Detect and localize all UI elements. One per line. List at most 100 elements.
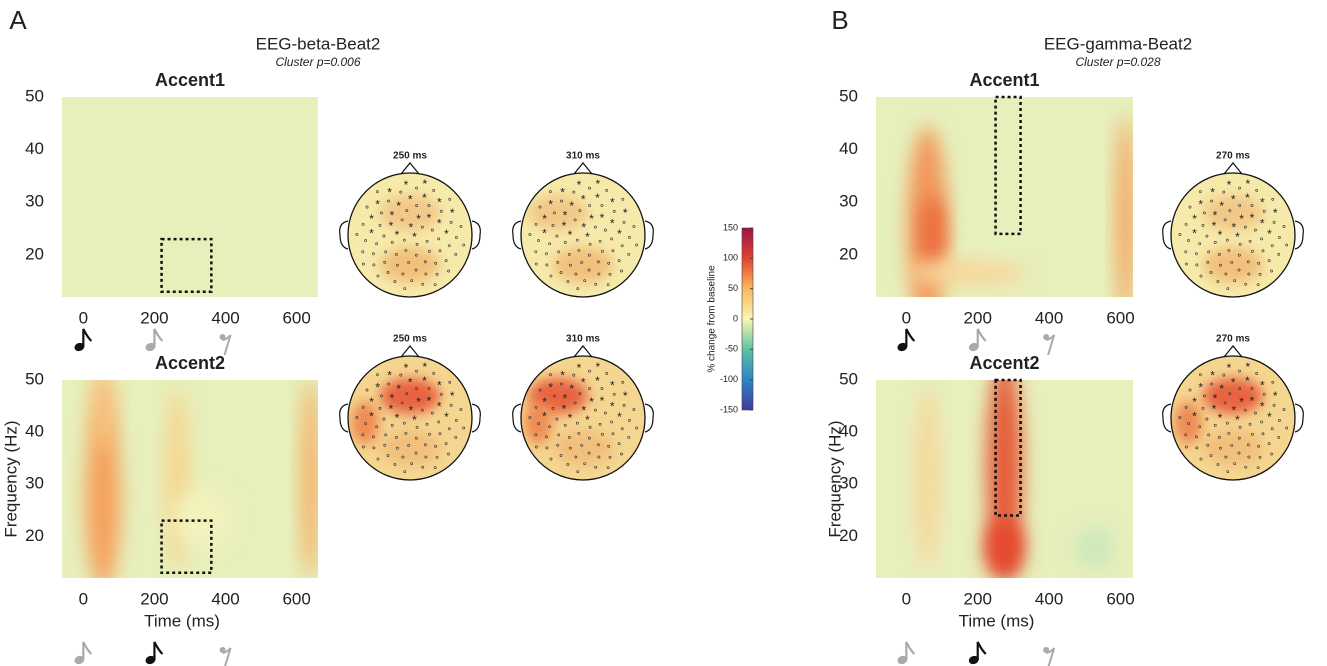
topo-electrode	[1262, 209, 1266, 213]
topo-electrode	[587, 436, 591, 440]
y-tick-label: 50	[25, 369, 44, 388]
topo-electrode	[364, 422, 367, 425]
topo-electrode	[1277, 253, 1281, 256]
topo-electrode	[1205, 234, 1209, 238]
heatmap-blob	[920, 196, 945, 266]
topo-electrode	[622, 403, 626, 407]
topo-electrode	[610, 420, 614, 424]
rest-stem	[222, 334, 232, 356]
x-tick-label: 0	[902, 308, 911, 327]
topo-electrode	[365, 388, 369, 392]
topo-star: *	[623, 206, 628, 220]
colorbar-tick-label: 0	[733, 313, 738, 323]
topo-electrode	[1257, 261, 1261, 265]
rest-dot	[219, 647, 226, 653]
topo-electrode	[534, 405, 538, 409]
topo-electrode	[1225, 238, 1229, 242]
topo-electrode	[566, 463, 570, 466]
topo-electrode	[432, 372, 436, 375]
topo-electrode	[1256, 283, 1260, 287]
topo-electrode	[603, 228, 607, 232]
topo-electrode	[1206, 443, 1210, 447]
topo-star: *	[1250, 211, 1255, 225]
topo-star: *	[542, 410, 547, 424]
topo-star: *	[1246, 177, 1251, 191]
topo-star: *	[585, 413, 590, 427]
x-tick-label: 0	[79, 308, 88, 327]
topo-electrode	[1199, 190, 1202, 194]
topo-electrode	[1230, 261, 1234, 264]
cluster-box	[160, 237, 213, 293]
topo-nose	[573, 162, 593, 175]
topo-electrode	[361, 222, 365, 226]
topo-star: *	[1260, 217, 1265, 231]
topo-electrode	[382, 417, 386, 421]
topo-star: *	[610, 196, 615, 210]
topo-star: *	[396, 382, 401, 396]
topo-electrode	[588, 369, 591, 373]
topo-electrode	[1222, 373, 1226, 377]
topo-electrode	[1267, 442, 1271, 446]
y-tick-label: 30	[839, 474, 858, 493]
topo-ear	[512, 220, 522, 250]
topo-map: ******************* *	[355, 177, 466, 290]
topo-star: *	[387, 185, 392, 199]
topo-electrode	[556, 260, 560, 264]
heatmap-blob	[905, 261, 1026, 285]
topo-outline	[520, 355, 646, 481]
topo-star: *	[623, 389, 628, 403]
topo-electrode	[635, 243, 639, 247]
x-tick-label: 200	[964, 589, 992, 608]
topo-electrode	[1178, 233, 1182, 236]
topo-star: *	[1235, 230, 1240, 244]
y-tick-label: 40	[839, 139, 858, 158]
topo-electrode	[538, 205, 542, 209]
topo-blob	[1203, 378, 1263, 414]
topo-electrode	[1238, 242, 1242, 246]
topo-electrode	[434, 444, 438, 448]
topo-electrode	[627, 253, 631, 256]
topo-electrode	[437, 237, 441, 241]
topo-nose	[1223, 345, 1243, 358]
colorbar-tick-label: -100	[720, 374, 738, 384]
topo-electrode	[1233, 462, 1237, 466]
topo-electrode	[635, 426, 639, 430]
topo-star: *	[422, 191, 427, 205]
topo-electrode	[1282, 225, 1286, 228]
topo-nose	[400, 345, 420, 358]
topo-electrode	[407, 261, 411, 264]
topo-electrode	[1209, 271, 1213, 274]
topo-electrode	[371, 252, 375, 256]
topo-time: 250 ms	[393, 151, 427, 162]
y-tick-label: 30	[839, 192, 858, 211]
topo-electrode	[1267, 259, 1271, 263]
topo-star: *	[444, 410, 449, 424]
topo-electrode	[430, 411, 434, 415]
topo-electrode	[386, 271, 390, 274]
x-tick-label: 0	[79, 589, 88, 608]
topo-electrode	[1184, 433, 1188, 437]
topo-electrode	[617, 442, 621, 446]
topo-electrode	[608, 455, 612, 459]
topo-electrode	[1198, 242, 1202, 246]
topo-electrode	[545, 446, 549, 450]
topo-star: *	[595, 191, 600, 205]
topo-electrode	[405, 392, 409, 396]
topo-blob	[1203, 247, 1263, 283]
topo-star: *	[1231, 192, 1236, 206]
topo-electrode	[1237, 436, 1241, 440]
rest-icon	[1043, 647, 1056, 666]
note-head	[897, 655, 908, 665]
topo-electrode	[439, 209, 443, 213]
plot-title: Accent1	[969, 70, 1039, 90]
y-tick-label: 20	[839, 526, 858, 545]
topo-electrode	[380, 211, 383, 215]
topo-electrode	[390, 423, 394, 427]
topo-electrode	[444, 259, 448, 263]
topo-electrode	[1226, 470, 1230, 473]
topo-ear	[471, 403, 481, 433]
topo-electrode	[421, 282, 425, 286]
topo-star: *	[1192, 212, 1197, 226]
heatmap-blob	[84, 408, 121, 578]
topo-electrode	[611, 249, 615, 253]
